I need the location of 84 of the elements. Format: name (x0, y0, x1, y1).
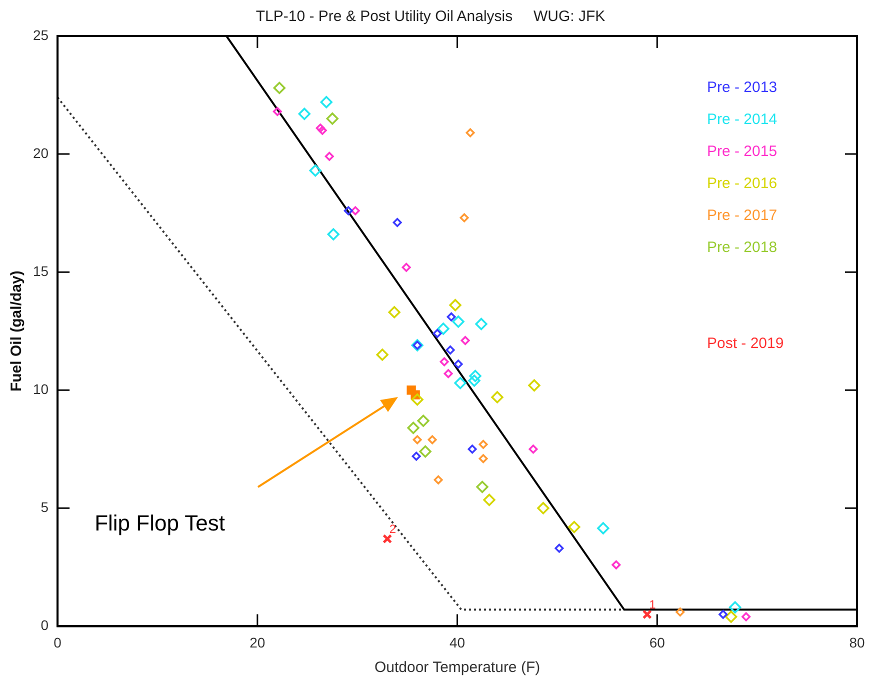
point (411, 393, 424, 406)
point (612, 560, 621, 570)
point (446, 345, 455, 354)
point (528, 444, 538, 454)
point (382, 534, 392, 544)
point (483, 494, 496, 506)
point (402, 262, 411, 272)
x-tick-label: 80 (849, 634, 865, 650)
point (642, 610, 652, 620)
point (460, 336, 470, 346)
point (392, 218, 402, 228)
x-tick-label: 0 (54, 634, 62, 650)
point (718, 610, 728, 619)
text: Pre - 2018 (707, 239, 778, 256)
point (468, 374, 480, 387)
y-tick-label: 5 (40, 499, 49, 516)
point (412, 435, 422, 444)
text: Pre - 2013 (707, 79, 778, 96)
point (376, 348, 388, 361)
point (554, 544, 564, 553)
point (446, 312, 456, 322)
point (568, 520, 580, 534)
point (324, 152, 334, 161)
annotation: 1 (649, 598, 656, 612)
point (454, 360, 463, 369)
point (417, 414, 430, 427)
text: Pre - 2016 (707, 175, 778, 192)
point (449, 299, 462, 312)
point (428, 435, 437, 444)
point (742, 612, 751, 622)
x-axis-title: Outdoor Temperature (F) (374, 659, 540, 676)
point (444, 369, 453, 378)
point (407, 422, 420, 434)
point (728, 601, 742, 614)
point (478, 440, 488, 449)
point (676, 608, 685, 617)
point (476, 480, 488, 494)
point (440, 357, 449, 366)
y-tick-label: 10 (32, 380, 49, 397)
y-tick-label: 20 (32, 144, 49, 161)
point (344, 206, 353, 216)
point (454, 376, 466, 390)
point (468, 444, 477, 454)
point (350, 206, 360, 216)
x-tick-label: 20 (250, 634, 266, 650)
y-axis-title: Fuel Oil (gal/day) (8, 270, 26, 392)
point (724, 610, 738, 623)
text: Pre - 2014 (707, 111, 778, 128)
point (528, 379, 540, 392)
point (460, 213, 469, 222)
text: Pre - 2015 (707, 143, 778, 160)
point (478, 454, 488, 464)
point (469, 370, 482, 382)
chart-title: TLP-10 - Pre & Post Utility Oil Analysis WUG: JFK (256, 8, 606, 26)
point (491, 391, 504, 404)
point (437, 322, 450, 335)
point (412, 452, 421, 461)
y-tick-label: 25 (32, 26, 49, 43)
point (597, 522, 610, 534)
x-tick-label: 40 (449, 634, 466, 650)
point (273, 82, 286, 94)
y-tick-label: 0 (40, 617, 49, 634)
point (434, 475, 443, 484)
point (452, 316, 464, 328)
x-tick-label: 60 (649, 634, 666, 650)
point (432, 328, 442, 338)
point (320, 96, 332, 108)
point (318, 126, 327, 135)
point (466, 128, 475, 138)
annotation: Flip Flop Test (94, 510, 225, 536)
point (272, 107, 282, 116)
point (309, 164, 322, 177)
text: Post - 2019 (707, 335, 784, 352)
point (475, 318, 488, 330)
text: Pre - 2017 (707, 207, 778, 224)
point (419, 445, 432, 458)
annotation: 2 (389, 522, 396, 536)
point (316, 124, 325, 133)
point (537, 502, 550, 514)
point (298, 108, 310, 120)
y-tick-label: 15 (32, 262, 49, 279)
point (327, 228, 340, 240)
point (326, 112, 338, 125)
point (388, 306, 400, 318)
